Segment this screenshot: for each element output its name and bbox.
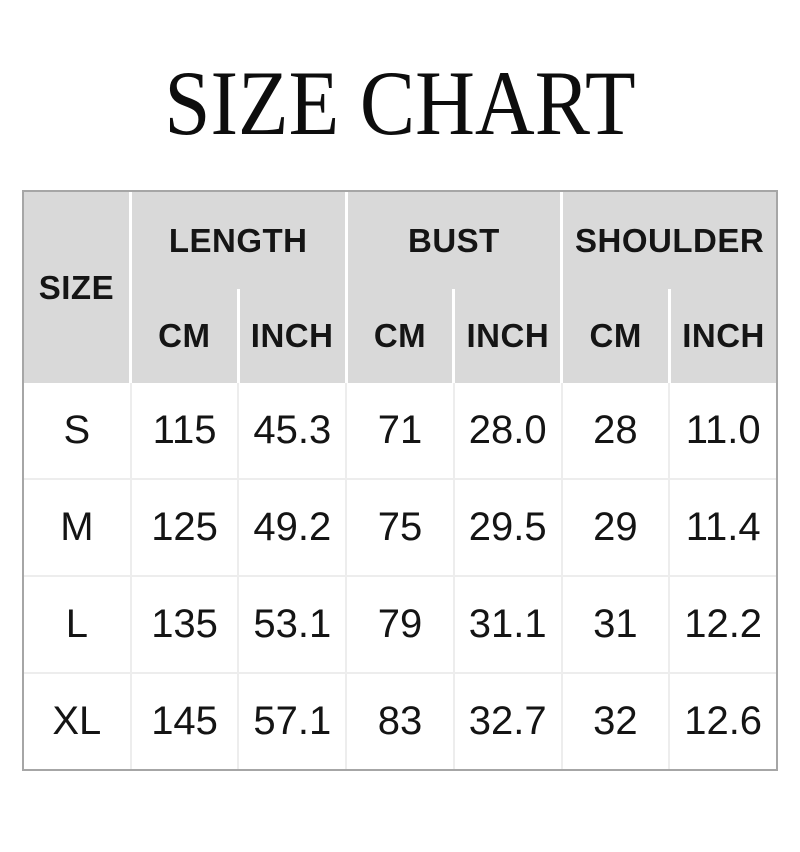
row-size-label: L	[24, 577, 130, 673]
cell-bust-cm: 71	[347, 383, 453, 479]
cell-shoulder-inch: 12.6	[670, 674, 776, 770]
cell-length-cm: 145	[131, 674, 238, 770]
cell-length-cm: 135	[131, 577, 238, 673]
cell-shoulder-cm: 28	[562, 383, 669, 479]
cell-length-inch: 57.1	[239, 674, 346, 770]
cell-shoulder-cm: 29	[562, 480, 669, 576]
cell-shoulder-inch: 11.4	[670, 480, 776, 576]
header-bust-inch: INCH	[455, 289, 561, 384]
cell-shoulder-inch: 11.0	[670, 383, 776, 479]
cell-bust-inch: 29.5	[454, 480, 561, 576]
cell-length-cm: 125	[131, 480, 238, 576]
header-length-inch: INCH	[239, 289, 345, 384]
cell-bust-cm: 75	[347, 480, 453, 576]
header-shoulder-cm: CM	[563, 289, 669, 384]
size-chart-table: SIZE LENGTH BUST SHOULDER CM INCH CM INC…	[22, 190, 778, 772]
cell-length-inch: 53.1	[239, 577, 346, 673]
page-title: SIZE CHART	[164, 52, 636, 154]
cell-bust-inch: 32.7	[454, 674, 561, 770]
cell-shoulder-cm: 31	[562, 577, 669, 673]
header-group-shoulder: SHOULDER	[563, 192, 776, 290]
cell-bust-cm: 79	[347, 577, 453, 673]
cell-bust-inch: 28.0	[454, 383, 561, 479]
row-size-label: XL	[24, 674, 130, 770]
header-size: SIZE	[24, 192, 129, 384]
cell-shoulder-cm: 32	[562, 674, 669, 770]
table-header: SIZE LENGTH BUST SHOULDER CM INCH CM INC…	[24, 192, 776, 384]
cell-shoulder-inch: 12.2	[670, 577, 776, 673]
header-shoulder-inch: INCH	[671, 289, 776, 384]
header-group-bust: BUST	[347, 192, 561, 290]
cell-length-inch: 49.2	[239, 480, 346, 576]
table-body: S 115 45.3 71 28.0 28 11.0 M 125 49.2 75…	[24, 383, 776, 770]
cell-length-cm: 115	[131, 383, 238, 479]
row-size-label: S	[24, 383, 130, 479]
header-group-length: LENGTH	[131, 192, 345, 290]
cell-bust-inch: 31.1	[454, 577, 561, 673]
header-bust-cm: CM	[347, 289, 453, 384]
row-size-label: M	[24, 480, 130, 576]
header-length-cm: CM	[131, 289, 237, 384]
cell-bust-cm: 83	[347, 674, 453, 770]
cell-length-inch: 45.3	[239, 383, 346, 479]
